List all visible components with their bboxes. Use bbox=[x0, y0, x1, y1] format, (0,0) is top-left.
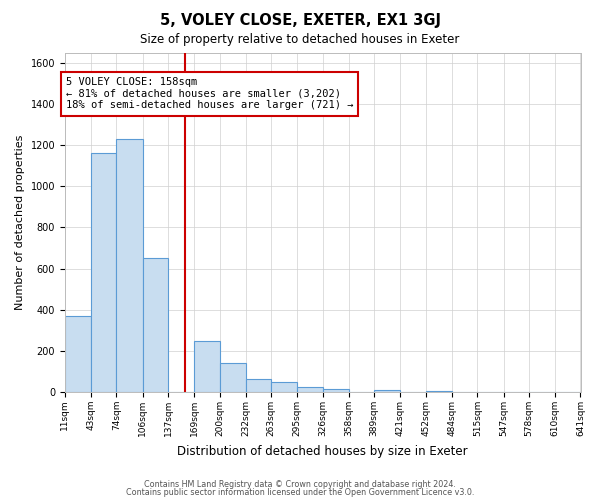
Bar bbox=[271, 382, 298, 392]
Bar bbox=[143, 258, 168, 392]
Y-axis label: Number of detached properties: Number of detached properties bbox=[15, 134, 25, 310]
Bar bbox=[426, 390, 452, 392]
X-axis label: Distribution of detached houses by size in Exeter: Distribution of detached houses by size … bbox=[178, 444, 468, 458]
Bar bbox=[298, 387, 323, 392]
Bar bbox=[194, 340, 220, 392]
Bar bbox=[323, 389, 349, 392]
Text: 5, VOLEY CLOSE, EXETER, EX1 3GJ: 5, VOLEY CLOSE, EXETER, EX1 3GJ bbox=[160, 12, 440, 28]
Bar bbox=[220, 364, 246, 392]
Text: Contains HM Land Registry data © Crown copyright and database right 2024.: Contains HM Land Registry data © Crown c… bbox=[144, 480, 456, 489]
Bar bbox=[91, 154, 116, 392]
Bar bbox=[65, 316, 91, 392]
Bar bbox=[116, 139, 143, 392]
Text: 5 VOLEY CLOSE: 158sqm
← 81% of detached houses are smaller (3,202)
18% of semi-d: 5 VOLEY CLOSE: 158sqm ← 81% of detached … bbox=[66, 77, 353, 110]
Bar bbox=[246, 379, 271, 392]
Text: Size of property relative to detached houses in Exeter: Size of property relative to detached ho… bbox=[140, 32, 460, 46]
Bar bbox=[374, 390, 400, 392]
Text: Contains public sector information licensed under the Open Government Licence v3: Contains public sector information licen… bbox=[126, 488, 474, 497]
